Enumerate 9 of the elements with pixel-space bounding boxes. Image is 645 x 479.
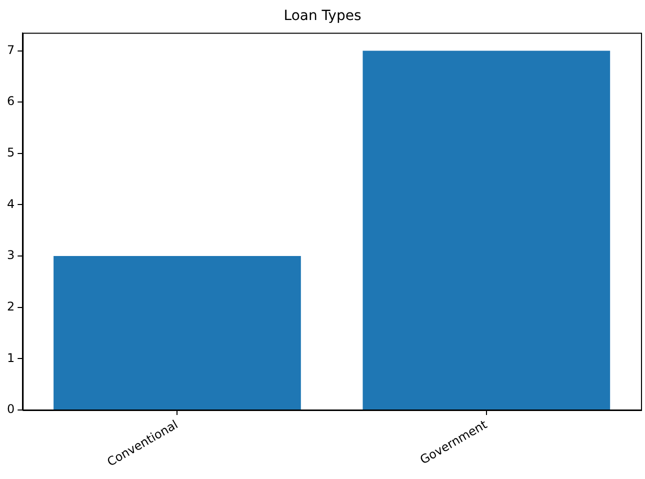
y-tick-label: 6 — [6, 94, 15, 108]
y-tick-label: 3 — [6, 248, 15, 262]
y-tick-label: 4 — [6, 196, 15, 211]
chart-title: Loan Types — [284, 8, 362, 24]
y-tick-label: 7 — [6, 42, 15, 57]
y-tick-label: 5 — [6, 146, 15, 160]
y-tick-label: 1 — [6, 350, 15, 365]
y-tick-label: 2 — [6, 299, 15, 314]
y-tick-label: 0 — [6, 402, 15, 416]
